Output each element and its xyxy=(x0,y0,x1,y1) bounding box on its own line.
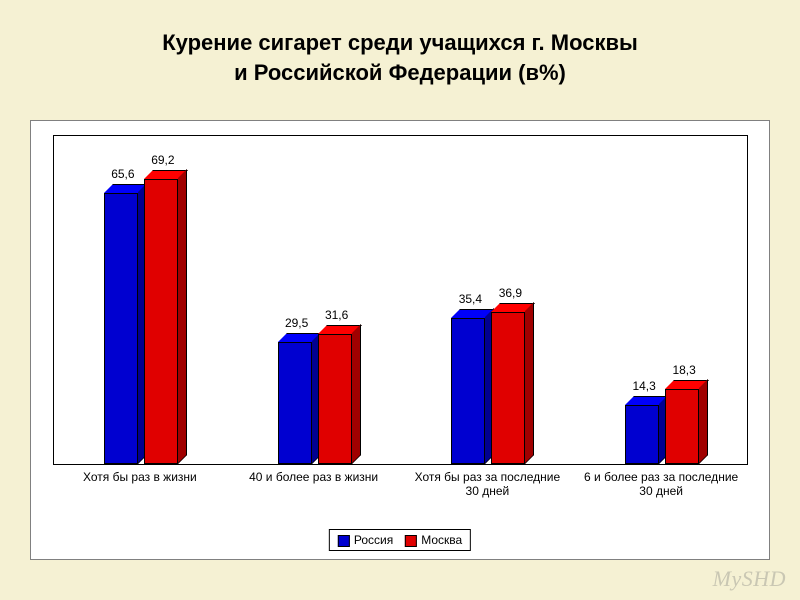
legend-swatch xyxy=(405,535,417,547)
bar xyxy=(104,193,138,464)
legend-label: Москва xyxy=(421,533,462,547)
value-label: 69,2 xyxy=(140,153,186,167)
legend: Россия Москва xyxy=(329,529,471,551)
watermark: MySHD xyxy=(713,566,786,592)
category-label: 6 и более раз за последние 30 дней xyxy=(574,471,748,499)
bar xyxy=(278,342,312,464)
legend-item: Москва xyxy=(405,533,462,547)
legend-item: Россия xyxy=(338,533,393,547)
title-line-2: и Российской Федерации (в%) xyxy=(234,60,566,85)
value-label: 14,3 xyxy=(621,379,667,393)
bar xyxy=(144,179,178,464)
chart-container: 65,669,229,531,635,436,914,318,3 Хотя бы… xyxy=(30,120,770,560)
legend-label: Россия xyxy=(354,533,393,547)
legend-swatch xyxy=(338,535,350,547)
title-line-1: Курение сигарет среди учащихся г. Москвы xyxy=(162,30,638,55)
category-label: 40 и более раз в жизни xyxy=(227,471,401,485)
bar xyxy=(451,318,485,464)
value-label: 36,9 xyxy=(487,286,533,300)
bar xyxy=(665,389,699,464)
value-label: 65,6 xyxy=(100,167,146,181)
bar xyxy=(318,334,352,464)
category-label: Хотя бы раз за последние 30 дней xyxy=(401,471,575,499)
slide: Курение сигарет среди учащихся г. Москвы… xyxy=(0,0,800,600)
value-label: 31,6 xyxy=(314,308,360,322)
bar xyxy=(625,405,659,464)
page-title: Курение сигарет среди учащихся г. Москвы… xyxy=(0,0,800,99)
bar xyxy=(491,312,525,464)
category-label: Хотя бы раз в жизни xyxy=(53,471,227,485)
value-label: 18,3 xyxy=(661,363,707,377)
plot-area: 65,669,229,531,635,436,914,318,3 xyxy=(53,135,748,465)
